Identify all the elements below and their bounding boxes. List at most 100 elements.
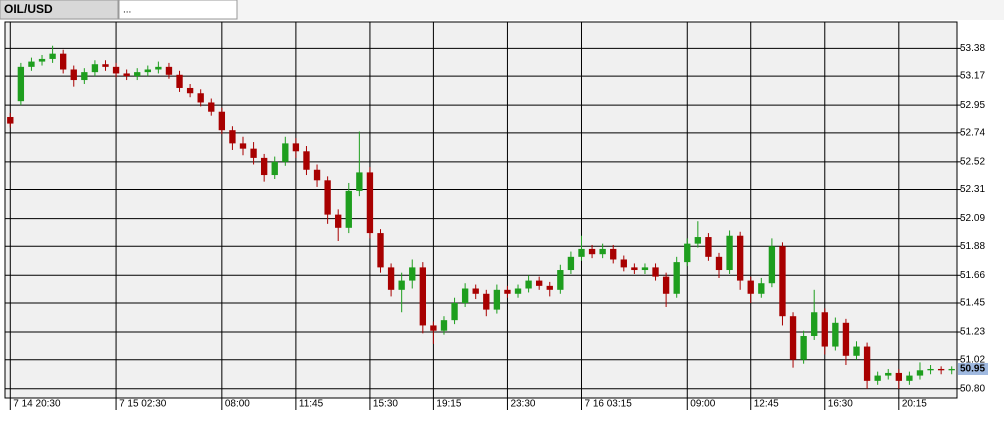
last-price-label: 50.95	[960, 364, 985, 375]
candle-body	[493, 289, 501, 310]
candle-body	[218, 111, 226, 131]
candle-body	[578, 248, 585, 257]
y-tick-label: 52.74	[960, 127, 985, 138]
candle-body	[800, 335, 807, 360]
candle-body	[345, 190, 352, 228]
candle-body	[948, 368, 955, 371]
candle-body	[885, 372, 892, 376]
y-tick-label: 50.80	[960, 383, 985, 394]
candle-body	[387, 267, 395, 290]
candle-body	[916, 370, 924, 376]
candle-body	[461, 288, 469, 304]
candle-body	[356, 172, 363, 191]
candle-body	[546, 285, 553, 290]
candle-body	[821, 312, 828, 347]
candle-body	[409, 267, 416, 281]
candle-body	[91, 64, 99, 73]
candle-body	[229, 130, 236, 144]
y-tick-label: 52.31	[960, 184, 985, 195]
candle-body	[165, 66, 173, 75]
tab[interactable]	[118, 0, 238, 20]
candle-body	[557, 270, 564, 290]
candle-body	[28, 61, 35, 67]
candle-body	[197, 93, 204, 103]
y-tick-label: 51.66	[960, 270, 985, 281]
candle-body	[758, 283, 765, 294]
y-tick-label: 52.09	[960, 213, 985, 224]
x-tick-label: 7 16 03:15	[584, 399, 632, 410]
candle-body	[525, 280, 532, 289]
candle-body	[673, 262, 680, 294]
candle-body	[853, 346, 860, 356]
candle-body	[70, 69, 77, 81]
y-tick-label: 52.52	[960, 156, 985, 167]
candle-body	[186, 87, 194, 94]
plot-area	[4, 21, 958, 399]
candle-body	[937, 368, 945, 371]
candle-body	[324, 180, 331, 215]
candle-body	[895, 372, 902, 381]
tab-label[interactable]: ...	[123, 5, 131, 16]
x-tick-label: 15:30	[373, 399, 398, 410]
candle-body	[874, 375, 881, 381]
candle-body	[7, 116, 14, 124]
candle-body	[38, 58, 46, 62]
candle-body	[906, 375, 913, 381]
y-tick-label: 51.45	[960, 298, 985, 309]
candle-body	[239, 143, 247, 149]
candle-body	[282, 143, 289, 162]
candle-body	[398, 280, 405, 290]
candle-body	[335, 214, 342, 228]
x-tick-label: 19:15	[436, 399, 461, 410]
candle-body	[451, 303, 458, 321]
candle-body	[662, 276, 670, 294]
candle-body	[112, 66, 120, 74]
x-tick-label: 09:00	[690, 399, 715, 410]
candle-body	[768, 246, 776, 284]
tab-bar	[0, 0, 1004, 20]
candle-body	[610, 248, 617, 260]
candle-body	[536, 280, 543, 286]
candle-body	[250, 148, 257, 158]
candle-body	[155, 66, 162, 70]
candle-body	[377, 233, 384, 268]
candle-body	[567, 256, 575, 271]
candle-body	[694, 237, 702, 244]
candle-body	[652, 267, 659, 277]
candle-body	[842, 322, 850, 356]
candle-body	[811, 312, 818, 336]
candle-body	[430, 325, 437, 331]
candle-body	[599, 248, 606, 255]
y-tick-label: 51.88	[960, 241, 985, 252]
candle-body	[927, 368, 934, 371]
x-tick-label: 20:15	[902, 399, 927, 410]
y-tick-label: 53.38	[960, 43, 985, 54]
candle-body	[208, 102, 215, 112]
candle-body	[631, 267, 638, 271]
candle-body	[863, 346, 871, 381]
last-price-box	[958, 362, 988, 375]
candle-body	[747, 280, 754, 294]
x-tick-label: 7 14 20:30	[13, 399, 61, 410]
candle-body	[271, 161, 278, 176]
x-tick-label: 23:30	[510, 399, 535, 410]
candle-body	[366, 172, 374, 234]
x-tick-label: 12:45	[754, 399, 779, 410]
candle-body	[641, 267, 649, 271]
candle-body	[49, 53, 56, 59]
y-tick-label: 52.95	[960, 100, 985, 111]
candle-body	[684, 243, 691, 263]
y-tick-label: 51.23	[960, 327, 985, 338]
candle-body	[440, 320, 448, 331]
candle-body	[832, 322, 839, 347]
candle-body	[303, 151, 310, 170]
candle-body	[260, 157, 268, 176]
candle-body	[726, 235, 733, 271]
tab-label[interactable]: OIL/USD	[4, 2, 53, 16]
candle-body	[134, 72, 141, 77]
tab[interactable]	[0, 0, 119, 20]
candle-body	[705, 237, 712, 257]
candle-body	[60, 53, 67, 70]
